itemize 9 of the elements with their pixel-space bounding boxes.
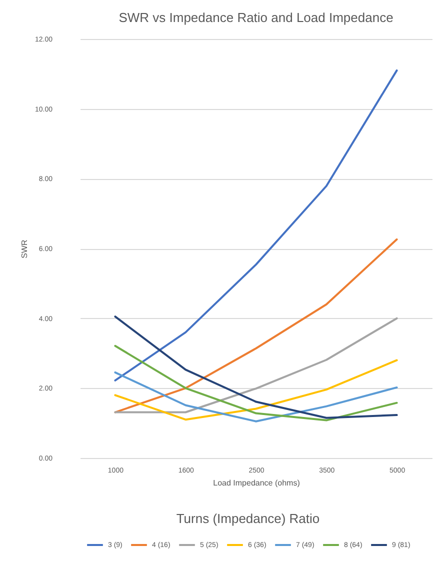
legend-title: Turns (Impedance) Ratio: [176, 511, 320, 526]
line-series: [114, 238, 398, 414]
chart-title: SWR vs Impedance Ratio and Load Impedance: [118, 10, 394, 25]
line-series: [114, 371, 398, 422]
y-axis-title: SWR: [20, 239, 29, 258]
line-series: [114, 359, 398, 421]
line-series: [114, 69, 398, 382]
line-series: [114, 344, 398, 422]
x-axis-title: Load Impedance (ohms): [213, 478, 300, 488]
